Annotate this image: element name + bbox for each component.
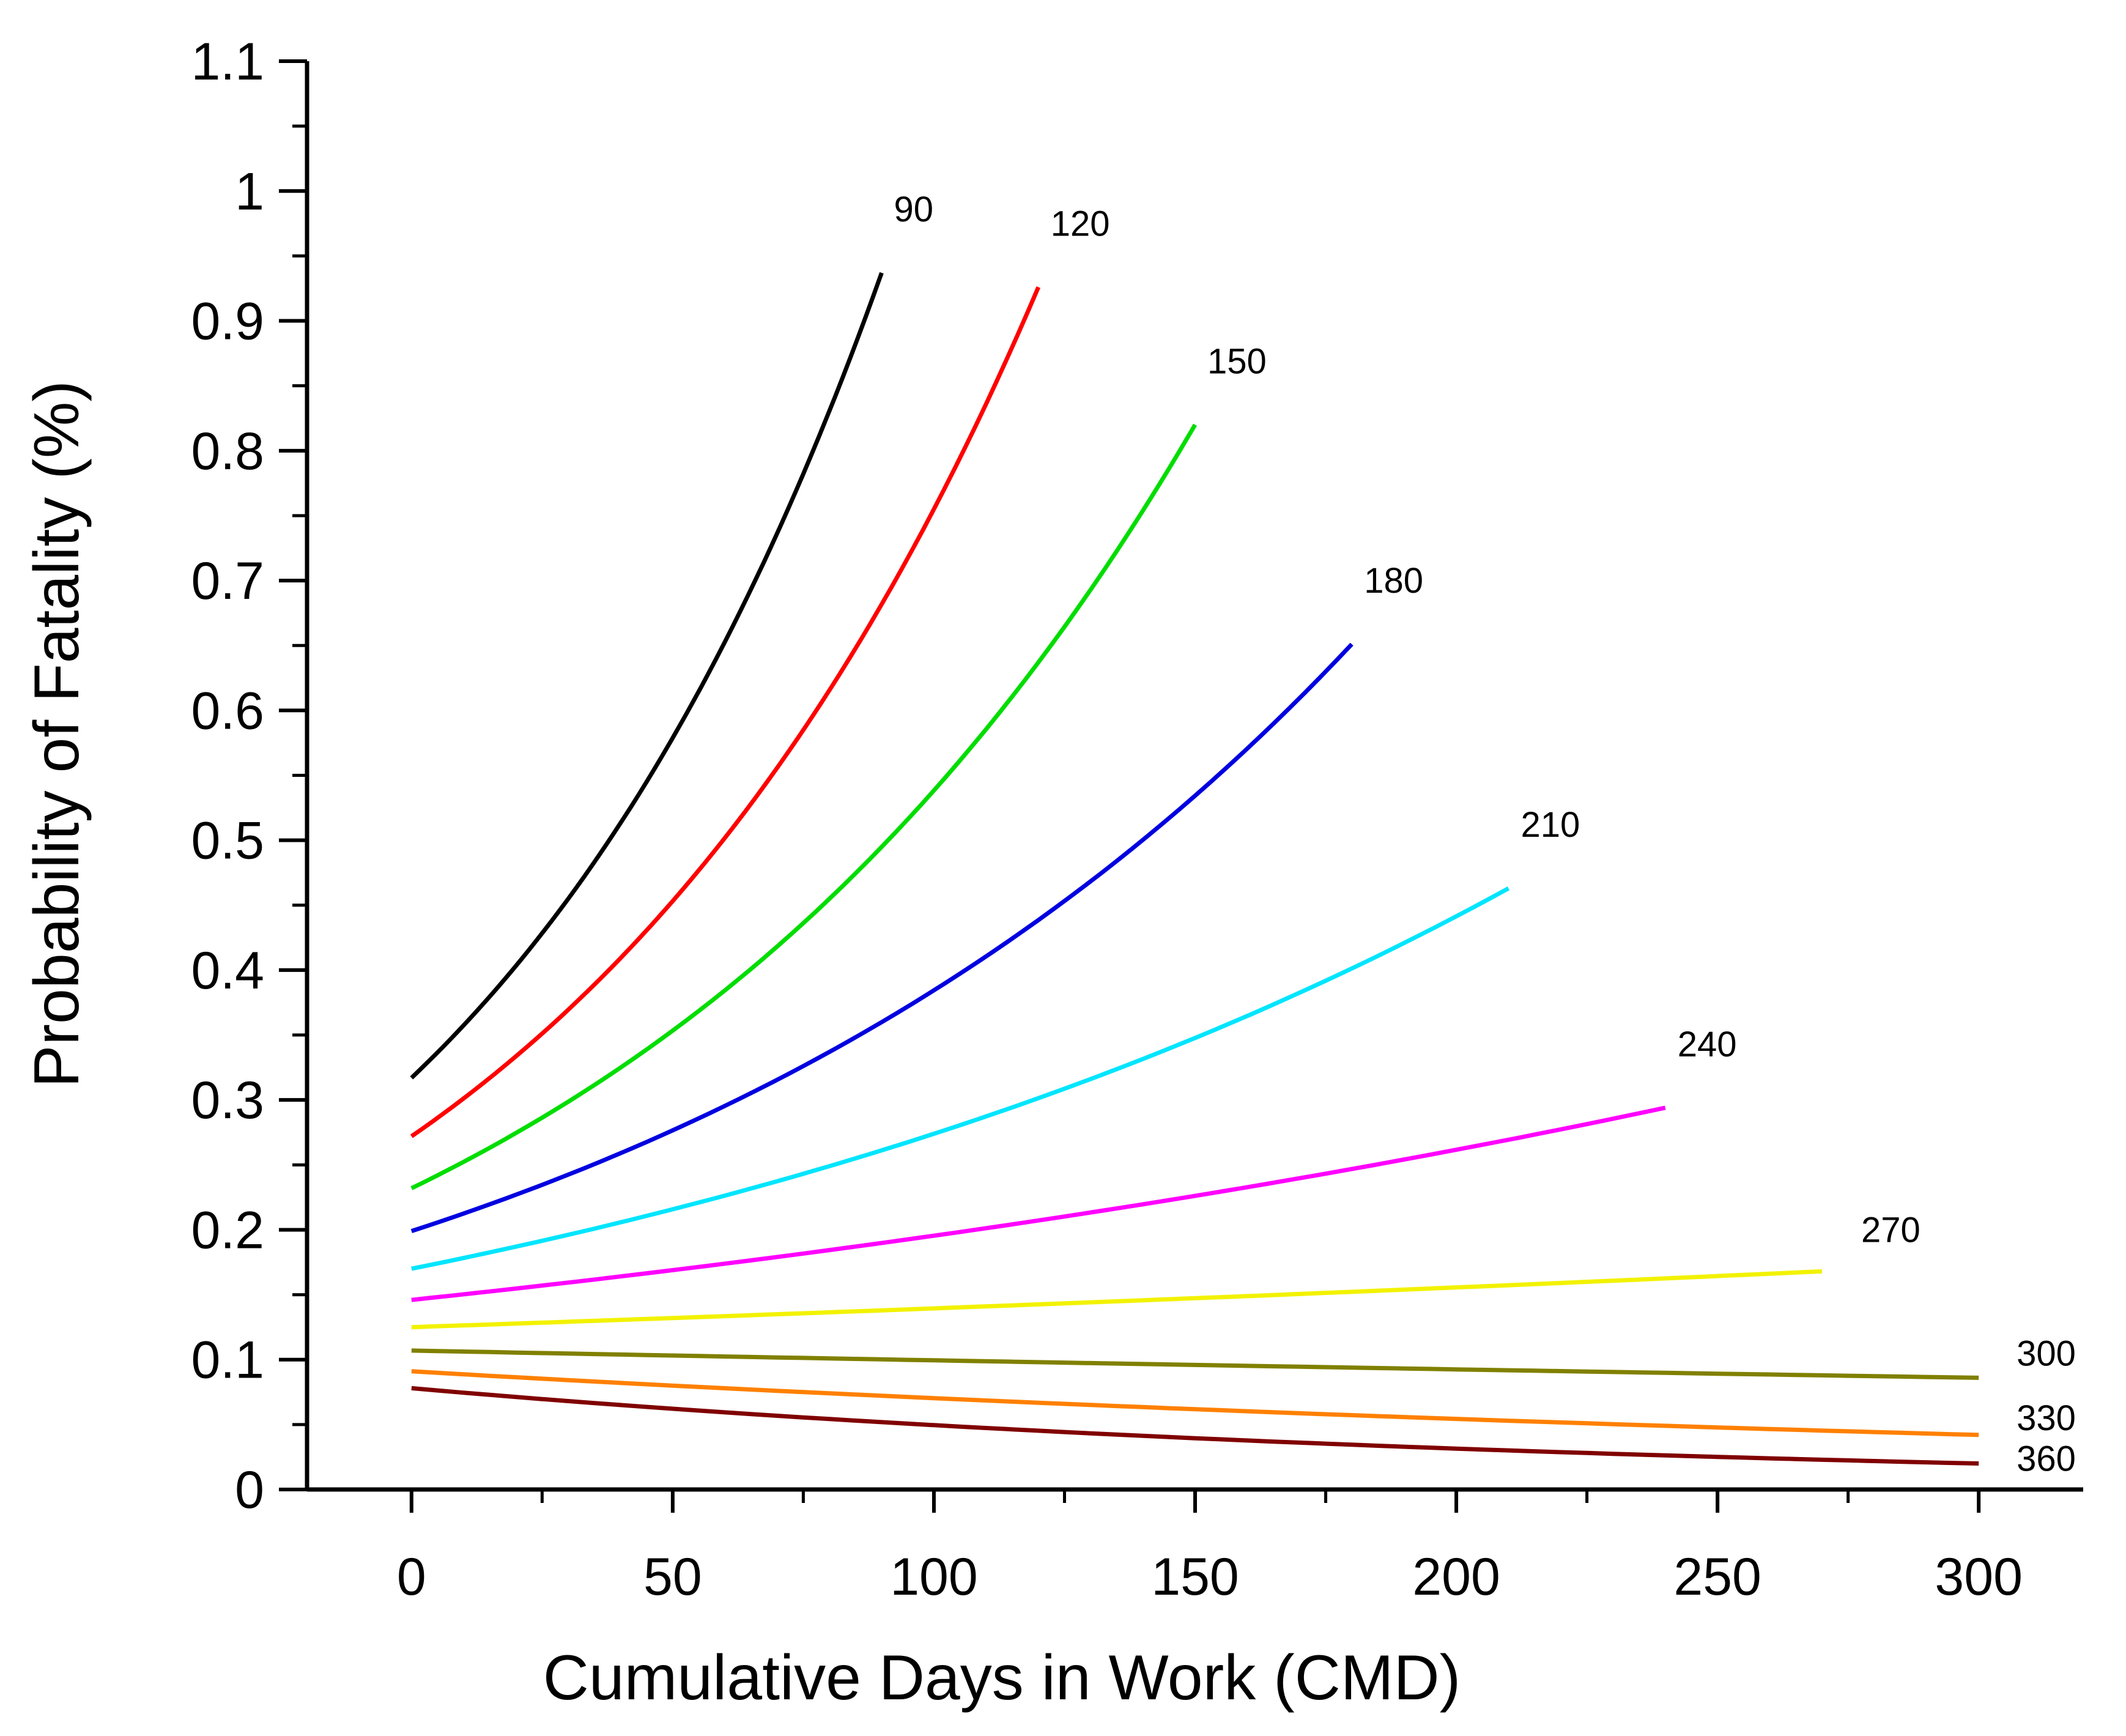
series-line-180: [410, 642, 1354, 1233]
y-tick-label: 0.2: [191, 1201, 264, 1259]
series-line-240: [411, 1105, 1666, 1302]
y-tick-label: 0.9: [191, 292, 264, 351]
y-tick-label: 0: [235, 1461, 264, 1519]
y-tick-label: 0.6: [191, 681, 264, 740]
series-line-120: [410, 286, 1041, 1138]
x-tick-label: 150: [1151, 1548, 1239, 1606]
y-tick-label: 0.7: [191, 552, 264, 610]
series-label-240: 240: [1678, 1025, 1737, 1064]
series-line-150: [410, 423, 1198, 1190]
x-tick-label: 100: [890, 1548, 978, 1606]
x-tick-label: 50: [643, 1548, 702, 1606]
x-axis-ticks: 0 50 100 150 200 250 300: [397, 1489, 2023, 1606]
x-axis-title: Cumulative Days in Work (CMD): [543, 1642, 1461, 1713]
series-line-210: [411, 886, 1510, 1271]
y-axis-title: Probability of Fatality (%): [21, 380, 92, 1088]
series-lines: [410, 272, 1979, 1466]
plot-area: 0 0.1 0.2 0.3 0.4 0.5 0.6 0.7 0.8 0.9 1 1.1 0 50 100 1…: [191, 32, 2083, 1606]
y-tick-label: 1.1: [191, 32, 264, 91]
x-tick-label: 250: [1673, 1548, 1761, 1606]
series-label-300: 300: [2017, 1334, 2076, 1373]
y-axis-ticks: 0 0.1 0.2 0.3 0.4 0.5 0.6 0.7 0.8 0.9 1 1.1: [191, 32, 307, 1519]
y-tick-label: 0.1: [191, 1331, 264, 1390]
series-label-180: 180: [1364, 561, 1423, 601]
x-tick-label: 200: [1412, 1548, 1500, 1606]
series-line-360: [411, 1385, 1979, 1466]
series-line-300: [411, 1348, 1979, 1380]
x-tick-label: 300: [1935, 1548, 2023, 1606]
y-tick-label: 0.3: [191, 1071, 264, 1130]
series-label-90: 90: [894, 190, 934, 229]
series-line-330: [411, 1369, 1979, 1437]
series-line-270: [411, 1269, 1823, 1330]
y-tick-label: 0.5: [191, 812, 264, 870]
y-tick-label: 1: [235, 162, 264, 221]
y-tick-label: 0.4: [191, 941, 264, 1000]
series-line-90: [410, 272, 884, 1080]
series-label-120: 120: [1051, 204, 1110, 243]
y-tick-label: 0.8: [191, 422, 264, 481]
series-label-210: 210: [1520, 805, 1580, 845]
series-label-330: 330: [2017, 1398, 2076, 1438]
x-tick-label: 0: [397, 1548, 426, 1606]
series-label-150: 150: [1207, 341, 1267, 381]
series-label-360: 360: [2017, 1439, 2076, 1479]
series-label-270: 270: [1861, 1210, 1920, 1250]
